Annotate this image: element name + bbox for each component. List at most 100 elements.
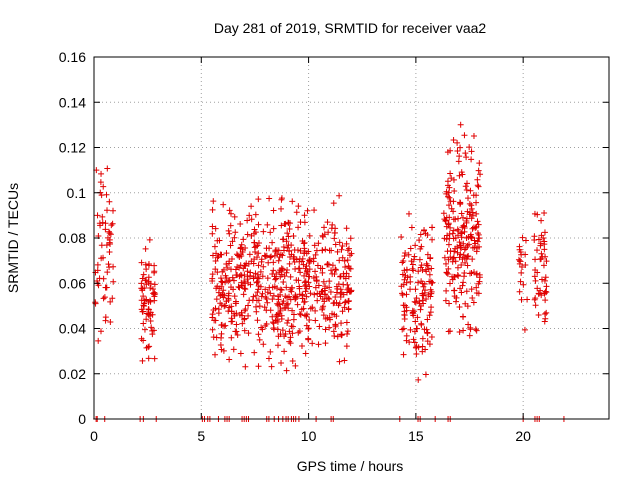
data-point xyxy=(340,270,347,277)
data-point xyxy=(106,249,113,256)
data-point xyxy=(454,139,461,146)
data-point xyxy=(242,363,249,370)
data-point xyxy=(476,271,483,278)
data-point xyxy=(245,302,252,309)
data-point xyxy=(334,248,341,255)
data-point xyxy=(451,188,458,195)
data-point xyxy=(254,271,261,278)
data-point xyxy=(339,242,346,249)
data-point xyxy=(145,355,152,362)
data-point xyxy=(426,312,433,319)
data-point xyxy=(457,121,464,128)
data-point xyxy=(541,246,548,253)
data-point xyxy=(520,281,527,288)
data-point xyxy=(319,306,326,313)
data-point xyxy=(218,322,225,329)
data-point xyxy=(222,272,229,279)
data-point xyxy=(343,225,350,232)
data-point xyxy=(417,306,424,313)
data-point xyxy=(320,233,327,240)
data-point xyxy=(227,242,234,249)
data-point xyxy=(325,295,332,302)
y-tick-label: 0.1 xyxy=(67,185,87,201)
data-point xyxy=(210,198,217,205)
data-point xyxy=(339,254,346,261)
data-point xyxy=(151,262,158,269)
data-point xyxy=(271,273,278,280)
data-point xyxy=(245,312,252,319)
data-point xyxy=(313,277,320,284)
data-point xyxy=(400,281,407,288)
data-point xyxy=(516,260,523,267)
data-point xyxy=(403,337,410,344)
data-point xyxy=(312,284,319,291)
data-point xyxy=(220,287,227,294)
data-point xyxy=(212,225,219,232)
data-point xyxy=(518,264,525,271)
data-point xyxy=(282,331,289,338)
data-point xyxy=(101,294,108,301)
data-point xyxy=(213,285,220,292)
data-point xyxy=(346,245,353,252)
data-point xyxy=(98,255,105,262)
data-point xyxy=(225,278,232,285)
data-point xyxy=(322,326,329,333)
data-point xyxy=(413,325,420,332)
data-point xyxy=(252,243,259,250)
data-point xyxy=(341,299,348,306)
data-point xyxy=(289,198,296,205)
data-point xyxy=(534,211,541,218)
data-point xyxy=(143,344,150,351)
data-point xyxy=(320,312,327,319)
data-point xyxy=(428,290,435,297)
data-point xyxy=(258,256,265,263)
data-point xyxy=(470,269,477,276)
data-point xyxy=(141,300,148,307)
data-point xyxy=(107,319,114,326)
data-point xyxy=(442,297,449,304)
data-point xyxy=(274,313,281,320)
data-point xyxy=(401,252,408,259)
data-point xyxy=(237,271,244,278)
data-point xyxy=(475,235,482,242)
data-point xyxy=(322,340,329,347)
data-point xyxy=(103,191,110,198)
data-point xyxy=(222,279,229,286)
data-point xyxy=(242,306,249,313)
data-point xyxy=(446,184,453,191)
data-point xyxy=(456,328,463,335)
data-point xyxy=(284,267,291,274)
data-point xyxy=(106,198,113,205)
data-point xyxy=(260,228,267,235)
data-point xyxy=(449,273,456,280)
data-point xyxy=(470,299,477,306)
data-point xyxy=(295,203,302,210)
data-point xyxy=(302,350,309,357)
data-point xyxy=(458,261,465,268)
data-point xyxy=(543,283,550,290)
data-point xyxy=(476,160,483,167)
data-point xyxy=(343,343,350,350)
data-point xyxy=(398,233,405,240)
data-point xyxy=(213,296,220,303)
data-point xyxy=(241,327,248,334)
data-point xyxy=(287,273,294,280)
data-point xyxy=(266,245,273,252)
data-point xyxy=(231,293,238,300)
data-point xyxy=(311,242,318,249)
data-point xyxy=(429,224,436,231)
data-point xyxy=(226,260,233,267)
data-point xyxy=(318,288,325,295)
data-point xyxy=(266,195,273,202)
data-point xyxy=(278,360,285,367)
data-point xyxy=(107,231,114,238)
data-point xyxy=(305,325,312,332)
data-point xyxy=(305,273,312,280)
x-tick-label: 20 xyxy=(515,428,531,444)
data-point xyxy=(254,317,261,324)
data-point xyxy=(332,322,339,329)
data-point xyxy=(255,363,262,370)
data-point xyxy=(108,222,115,229)
data-point xyxy=(316,323,323,330)
data-point xyxy=(258,324,265,331)
